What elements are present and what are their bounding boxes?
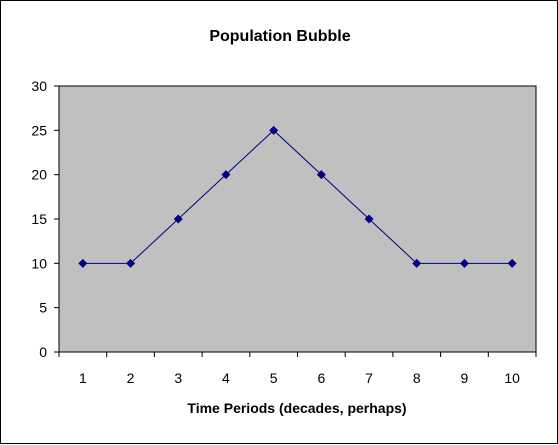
x-tick-label: 10 [504,370,520,386]
x-tick-label: 4 [222,370,230,386]
x-tick-label: 2 [127,370,135,386]
series-line [82,129,513,264]
y-tick-label: 20 [31,167,47,183]
data-point-marker [459,258,469,268]
x-tick-label: 6 [317,370,325,386]
y-tick-label: 10 [31,255,47,271]
data-point-marker [412,258,422,268]
chart-title: Population Bubble [209,28,350,45]
y-tick-label: 5 [39,300,47,316]
data-point-marker [316,170,326,180]
y-tick-label: 15 [31,211,47,227]
x-tick-label: 3 [174,370,182,386]
x-tick-label: 1 [79,370,87,386]
plot-area [58,85,537,353]
data-point-marker [221,170,231,180]
x-axis-title: Time Periods (decades, perhaps) [187,400,406,416]
y-axis: 0 5 10 15 20 25 30 [31,78,59,360]
x-tick-label: 9 [461,370,469,386]
data-point-marker [364,214,374,224]
x-tick-label: 5 [270,370,278,386]
data-point-marker [507,258,517,268]
y-tick-label: 25 [31,122,47,138]
x-tick-label: 8 [413,370,421,386]
data-point-marker [78,258,88,268]
y-tick-label: 0 [39,344,47,360]
x-tick-label: 7 [365,370,373,386]
data-point-marker [173,214,183,224]
y-tick-label: 30 [31,78,47,94]
data-point-marker [126,258,136,268]
x-axis: 1 2 3 4 5 6 7 8 9 10 [58,352,537,386]
